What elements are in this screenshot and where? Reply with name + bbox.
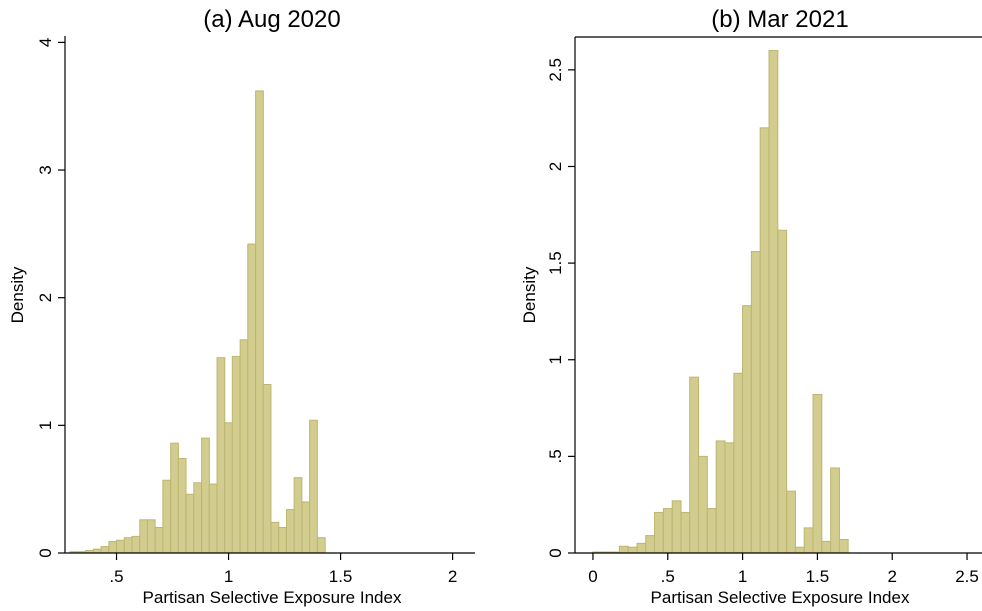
- x-tick-label: .5: [109, 567, 123, 586]
- x-ticks: .5 1 1.5 2: [109, 553, 457, 586]
- histogram-bar: [812, 394, 823, 554]
- histogram-bar: [821, 540, 832, 554]
- histogram-bar: [216, 357, 226, 554]
- histogram-bar: [689, 376, 700, 554]
- histogram-bar: [247, 243, 256, 554]
- histogram-bar: [123, 537, 133, 554]
- histogram-bar: [316, 537, 326, 554]
- histogram-bar: [830, 467, 840, 554]
- histogram-bar: [270, 521, 280, 554]
- x-tick-label: 1.5: [806, 567, 830, 586]
- y-ticks: 0 1 2 3 4: [36, 38, 65, 558]
- x-tick-label: .5: [661, 567, 675, 586]
- x-axis-label: Partisan Selective Exposure Index: [651, 588, 910, 607]
- histogram-bar: [627, 546, 638, 554]
- histogram-bar: [131, 535, 141, 554]
- histogram-panel-mar-2021: (b) Mar 2021 0 .5 1 1.5 2 2.5 0 .5 1 1.5 2 2.5 Par…: [520, 6, 982, 607]
- histogram-bar: [706, 508, 717, 554]
- y-tick-label: 3: [36, 165, 55, 174]
- histogram-bar: [301, 501, 311, 554]
- y-tick-label: 1: [546, 355, 565, 364]
- histogram-bar: [680, 511, 691, 554]
- histogram-bar: [286, 509, 295, 554]
- histogram-bar: [636, 542, 647, 554]
- x-axis-label: Partisan Selective Exposure Index: [143, 588, 402, 607]
- histogram-bar: [262, 384, 272, 554]
- bar-group: [69, 90, 326, 554]
- histogram-bar: [208, 483, 218, 554]
- x-tick-label: 1: [738, 567, 747, 586]
- histogram-bar: [139, 519, 149, 554]
- histogram-bar: [698, 455, 708, 554]
- histogram-bar: [170, 442, 179, 554]
- histogram-bar: [724, 442, 735, 554]
- histogram-bar: [224, 422, 233, 554]
- histogram-bar: [231, 355, 241, 554]
- histogram-bar: [671, 500, 682, 554]
- chart-title: (a) Aug 2020: [203, 6, 340, 33]
- histogram-bar: [201, 437, 210, 554]
- histogram-bar: [838, 538, 849, 554]
- histogram-bar: [239, 339, 249, 554]
- histogram-bar: [777, 229, 788, 554]
- bar-group: [592, 50, 849, 554]
- x-tick-label: 1.5: [329, 567, 353, 586]
- histogram-bar: [162, 479, 172, 554]
- y-tick-label: 4: [36, 38, 55, 47]
- chart-title: (b) Mar 2021: [711, 6, 848, 33]
- histogram-bar: [662, 508, 673, 554]
- y-tick-label: 1.5: [546, 251, 565, 275]
- x-tick-label: 2: [887, 567, 896, 586]
- histogram-bar: [154, 526, 164, 554]
- histogram-bar: [803, 527, 814, 554]
- y-tick-label: 2: [36, 293, 55, 302]
- histogram-bar: [794, 546, 805, 554]
- histogram-bar: [715, 440, 726, 554]
- histogram-bar: [654, 511, 664, 554]
- y-tick-label: 1: [36, 421, 55, 430]
- x-tick-label: 2: [448, 567, 457, 586]
- histogram-bar: [115, 539, 125, 554]
- histogram-bar: [768, 50, 779, 554]
- histogram-bar: [193, 482, 203, 554]
- y-ticks: 0 .5 1 1.5 2 2.5: [546, 58, 575, 558]
- histogram-bar: [309, 419, 318, 554]
- histogram-bar: [750, 251, 761, 554]
- x-tick-label: 0: [588, 567, 597, 586]
- histogram-bar: [255, 90, 264, 554]
- y-axis-label: Density: [8, 266, 27, 323]
- histogram-bar: [645, 535, 656, 554]
- histogram-bar: [177, 458, 187, 554]
- x-tick-label: 2.5: [955, 567, 979, 586]
- y-tick-label: 2.5: [546, 58, 565, 82]
- y-tick-label: 0: [36, 548, 55, 557]
- histogram-bar: [786, 490, 796, 554]
- histogram-bar: [742, 305, 752, 554]
- y-tick-label: 2: [546, 162, 565, 171]
- histogram-bar: [108, 541, 118, 554]
- histogram-bar: [733, 372, 744, 554]
- histogram-bar: [759, 127, 770, 554]
- x-ticks: 0 .5 1 1.5 2 2.5: [588, 553, 979, 586]
- histogram-bar: [278, 526, 287, 554]
- histogram-bar: [100, 546, 110, 554]
- x-tick-label: 1: [224, 567, 233, 586]
- y-axis-label: Density: [520, 266, 539, 323]
- histogram-bar: [618, 545, 629, 554]
- histogram-bar: [293, 477, 303, 554]
- histogram-bar: [185, 493, 195, 554]
- histogram-panel-aug-2020: (a) Aug 2020 .5 1 1.5 2 0 1 2 3 4 Partisan Sele…: [8, 6, 475, 607]
- y-tick-label: .5: [546, 449, 565, 463]
- y-tick-label: 0: [546, 548, 565, 557]
- histogram-bar: [146, 519, 156, 554]
